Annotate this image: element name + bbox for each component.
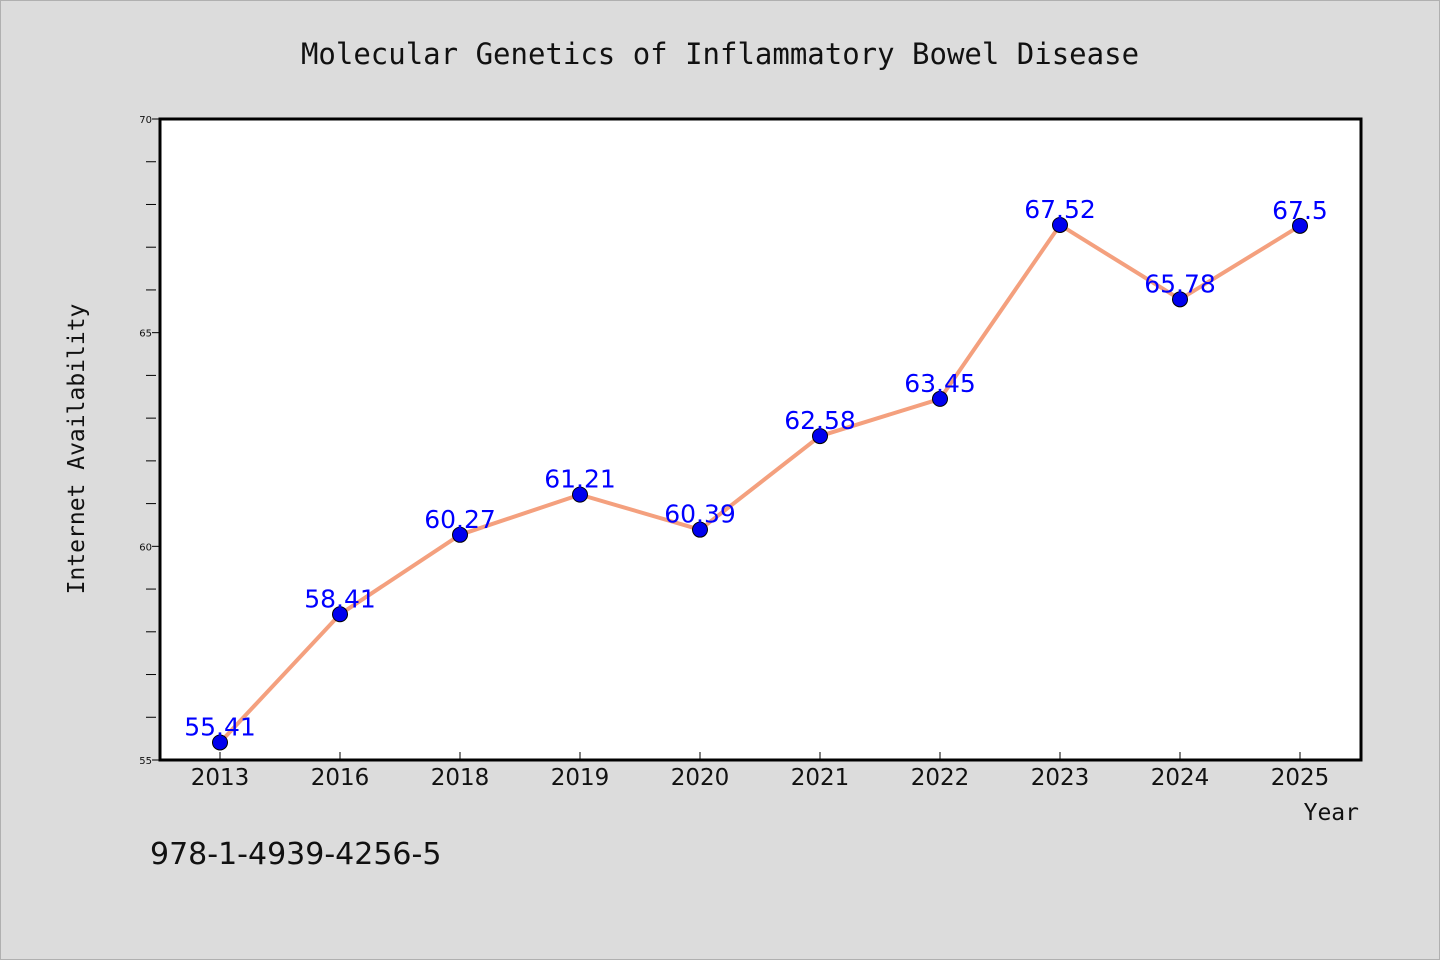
x-tick-label: 2023 (1031, 765, 1090, 791)
data-point (452, 526, 468, 543)
data-point (1292, 217, 1308, 234)
y-tick-label: 55 (139, 756, 152, 767)
y-tick-label: 60 (139, 542, 152, 553)
y-axis-label: Internet Availability (64, 304, 90, 595)
x-axis-ticks: 2013 2016 2018 2019 2020 2021 2022 2023 2024 2025 (191, 752, 1330, 791)
data-label: 67.52 (1024, 195, 1096, 224)
x-tick-label: 2025 (1271, 765, 1330, 791)
series-layer: 55.41 58.41 60.27 61.21 60.39 62.58 63.45 67.52… (184, 195, 1328, 751)
data-point (332, 606, 348, 623)
data-point (1052, 216, 1068, 233)
plot-area (158, 117, 1363, 762)
data-point (572, 486, 588, 503)
x-axis-label: Year (1304, 800, 1359, 826)
data-label: 61.21 (544, 465, 616, 494)
series-line (218, 222, 1302, 745)
x-tick-label: 2022 (911, 765, 970, 791)
data-point (692, 521, 708, 538)
chart-title: Molecular Genetics of Inflammatory Bowel… (301, 37, 1139, 71)
x-tick-label: 2018 (431, 765, 490, 791)
footer-isbn-text: 978-1-4939-4256-5 (150, 837, 441, 872)
x-tick-label: 2016 (311, 765, 370, 791)
data-point (212, 734, 228, 751)
x-tick-label: 2021 (791, 765, 850, 791)
x-tick-label: 2024 (1151, 765, 1210, 791)
data-label: 55.41 (184, 712, 256, 741)
data-point (812, 428, 828, 445)
x-tick-label: 2013 (191, 765, 250, 791)
y-axis-ticks: 55 60 65 70 (139, 115, 160, 767)
y-tick-label: 70 (139, 115, 152, 126)
data-label: 67.5 (1272, 196, 1328, 225)
data-label: 58.41 (304, 584, 376, 613)
y-tick-label: 65 (139, 329, 152, 340)
data-label: 62.58 (784, 406, 856, 435)
x-tick-label: 2020 (671, 765, 730, 791)
data-label: 65.78 (1144, 269, 1216, 298)
data-label: 60.27 (424, 505, 496, 534)
x-tick-label: 2019 (551, 765, 610, 791)
data-label: 63.45 (904, 369, 976, 398)
data-label: 60.39 (664, 500, 736, 529)
data-point (1172, 291, 1188, 308)
data-point (932, 390, 948, 407)
